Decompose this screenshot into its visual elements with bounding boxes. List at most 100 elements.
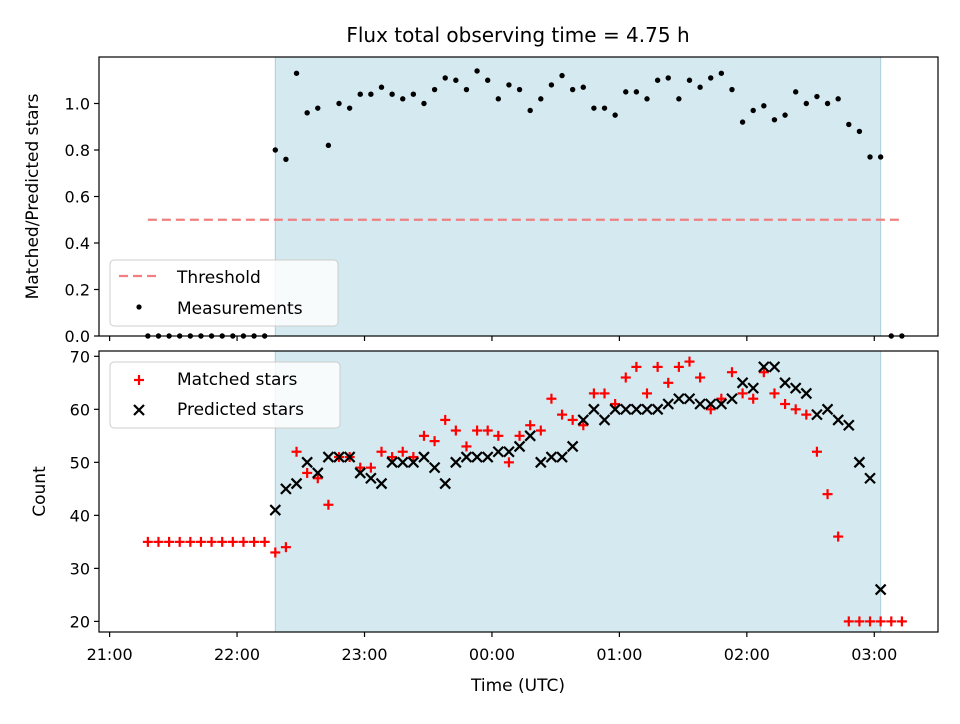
y-tick-label: 50 [70, 453, 90, 472]
predicted-point [418, 451, 430, 463]
legend-matched-swatch [134, 375, 144, 385]
observing-window-span [274, 56, 882, 337]
predicted-point [874, 583, 887, 596]
predicted-point [450, 456, 462, 469]
x-axis-label: Time (UTC) [470, 676, 565, 696]
predicted-point [481, 451, 494, 463]
matched-point [174, 536, 185, 547]
count-legend-box [109, 361, 341, 429]
matched-point [896, 616, 907, 627]
matched-point [195, 536, 206, 547]
predicted-point [864, 472, 876, 485]
matched-point [376, 446, 387, 457]
x-tick-label: 21:00 [87, 645, 133, 664]
count-y-axis-ticks: 20 30 40 50 60 70 [70, 347, 99, 631]
matched-point [280, 542, 291, 553]
measurement-point [601, 105, 608, 111]
matched-point [418, 430, 429, 441]
y-tick-label: 0.2 [65, 281, 90, 300]
measurement-point [400, 96, 406, 102]
matched-point [557, 409, 568, 420]
matched-point [227, 536, 238, 547]
predicted-point [301, 456, 313, 469]
observing-window-span [274, 350, 882, 633]
predicted-point [535, 456, 547, 469]
measurement-point [293, 70, 300, 76]
matched-point [843, 616, 854, 627]
matched-point [472, 425, 483, 436]
matched-point [833, 531, 844, 542]
measurement-point [877, 154, 884, 160]
matched-point [482, 425, 493, 436]
measurement-point [325, 142, 332, 149]
matched-point [737, 388, 748, 399]
predicted-point [811, 408, 823, 421]
measurement-point [697, 84, 703, 90]
matched-point [302, 467, 313, 478]
ratio-marks [145, 68, 905, 339]
matched-point [365, 462, 376, 473]
legend-threshold-label: Threshold [176, 268, 261, 288]
matched-point [440, 414, 451, 425]
measurement-point [824, 100, 831, 107]
predicted-point [641, 403, 653, 416]
predicted-point [736, 377, 749, 389]
predicted-point [821, 403, 834, 416]
measurement-point [485, 77, 491, 83]
matched-point [758, 367, 769, 378]
measurement-point [421, 100, 427, 107]
predicted-point [704, 398, 717, 410]
measurement-point [516, 86, 523, 93]
measurement-point [782, 112, 788, 118]
measurement-point [761, 103, 767, 109]
y-tick-label: 0.4 [65, 234, 90, 253]
matched-point [726, 367, 737, 378]
measurement-point [506, 82, 512, 88]
predicted-point [619, 403, 632, 416]
y-tick-label: 40 [70, 506, 90, 525]
matched-point [270, 547, 281, 558]
matched-point [397, 446, 408, 457]
count-x-axis-ticks: 21:00 22:00 23:00 00:00 01:00 02:00 03:00 [87, 632, 897, 664]
matched-point [769, 388, 780, 399]
measurement-point [792, 89, 799, 95]
predicted-point [492, 445, 505, 458]
matched-point [875, 616, 886, 627]
predicted-point [503, 445, 515, 458]
measurement-point [283, 156, 289, 162]
measurement-point [272, 147, 278, 153]
predicted-point [694, 398, 706, 410]
predicted-point [439, 477, 451, 490]
matched-point [886, 616, 897, 627]
matched-point [567, 414, 578, 425]
matched-point [663, 377, 674, 388]
measurement-point [867, 154, 873, 160]
ratio-legend: Threshold Measurements [109, 259, 339, 327]
x-tick-label: 02:00 [724, 645, 770, 664]
matched-point [801, 409, 812, 420]
matched-point [748, 393, 759, 404]
measurement-point [315, 105, 321, 111]
y-tick-label: 0.8 [65, 141, 90, 160]
matched-point [610, 399, 621, 410]
measurement-point [591, 105, 597, 111]
matched-point [865, 616, 876, 627]
predicted-point [545, 451, 558, 463]
count-panel: 20 30 40 50 60 70 21:00 22:00 23:00 00:00 01:00 02… [30, 347, 939, 664]
predicted-point [471, 451, 483, 463]
matched-point [546, 393, 557, 404]
predicted-point [630, 403, 643, 416]
measurement-point [665, 75, 671, 81]
measurement-point [708, 75, 714, 81]
x-tick-label: 03:00 [851, 645, 897, 664]
predicted-point [715, 398, 728, 410]
measurement-point [346, 105, 353, 111]
measurement-point [368, 91, 374, 97]
predicted-point [290, 477, 303, 490]
predicted-point [853, 456, 866, 469]
measurement-point [495, 96, 502, 102]
matched-point [780, 399, 791, 410]
measurement-point [771, 117, 778, 123]
predicted-point [333, 451, 345, 463]
ratio-y-axis-ticks: 0.0 0.2 0.4 0.6 0.8 1.0 [65, 95, 99, 346]
